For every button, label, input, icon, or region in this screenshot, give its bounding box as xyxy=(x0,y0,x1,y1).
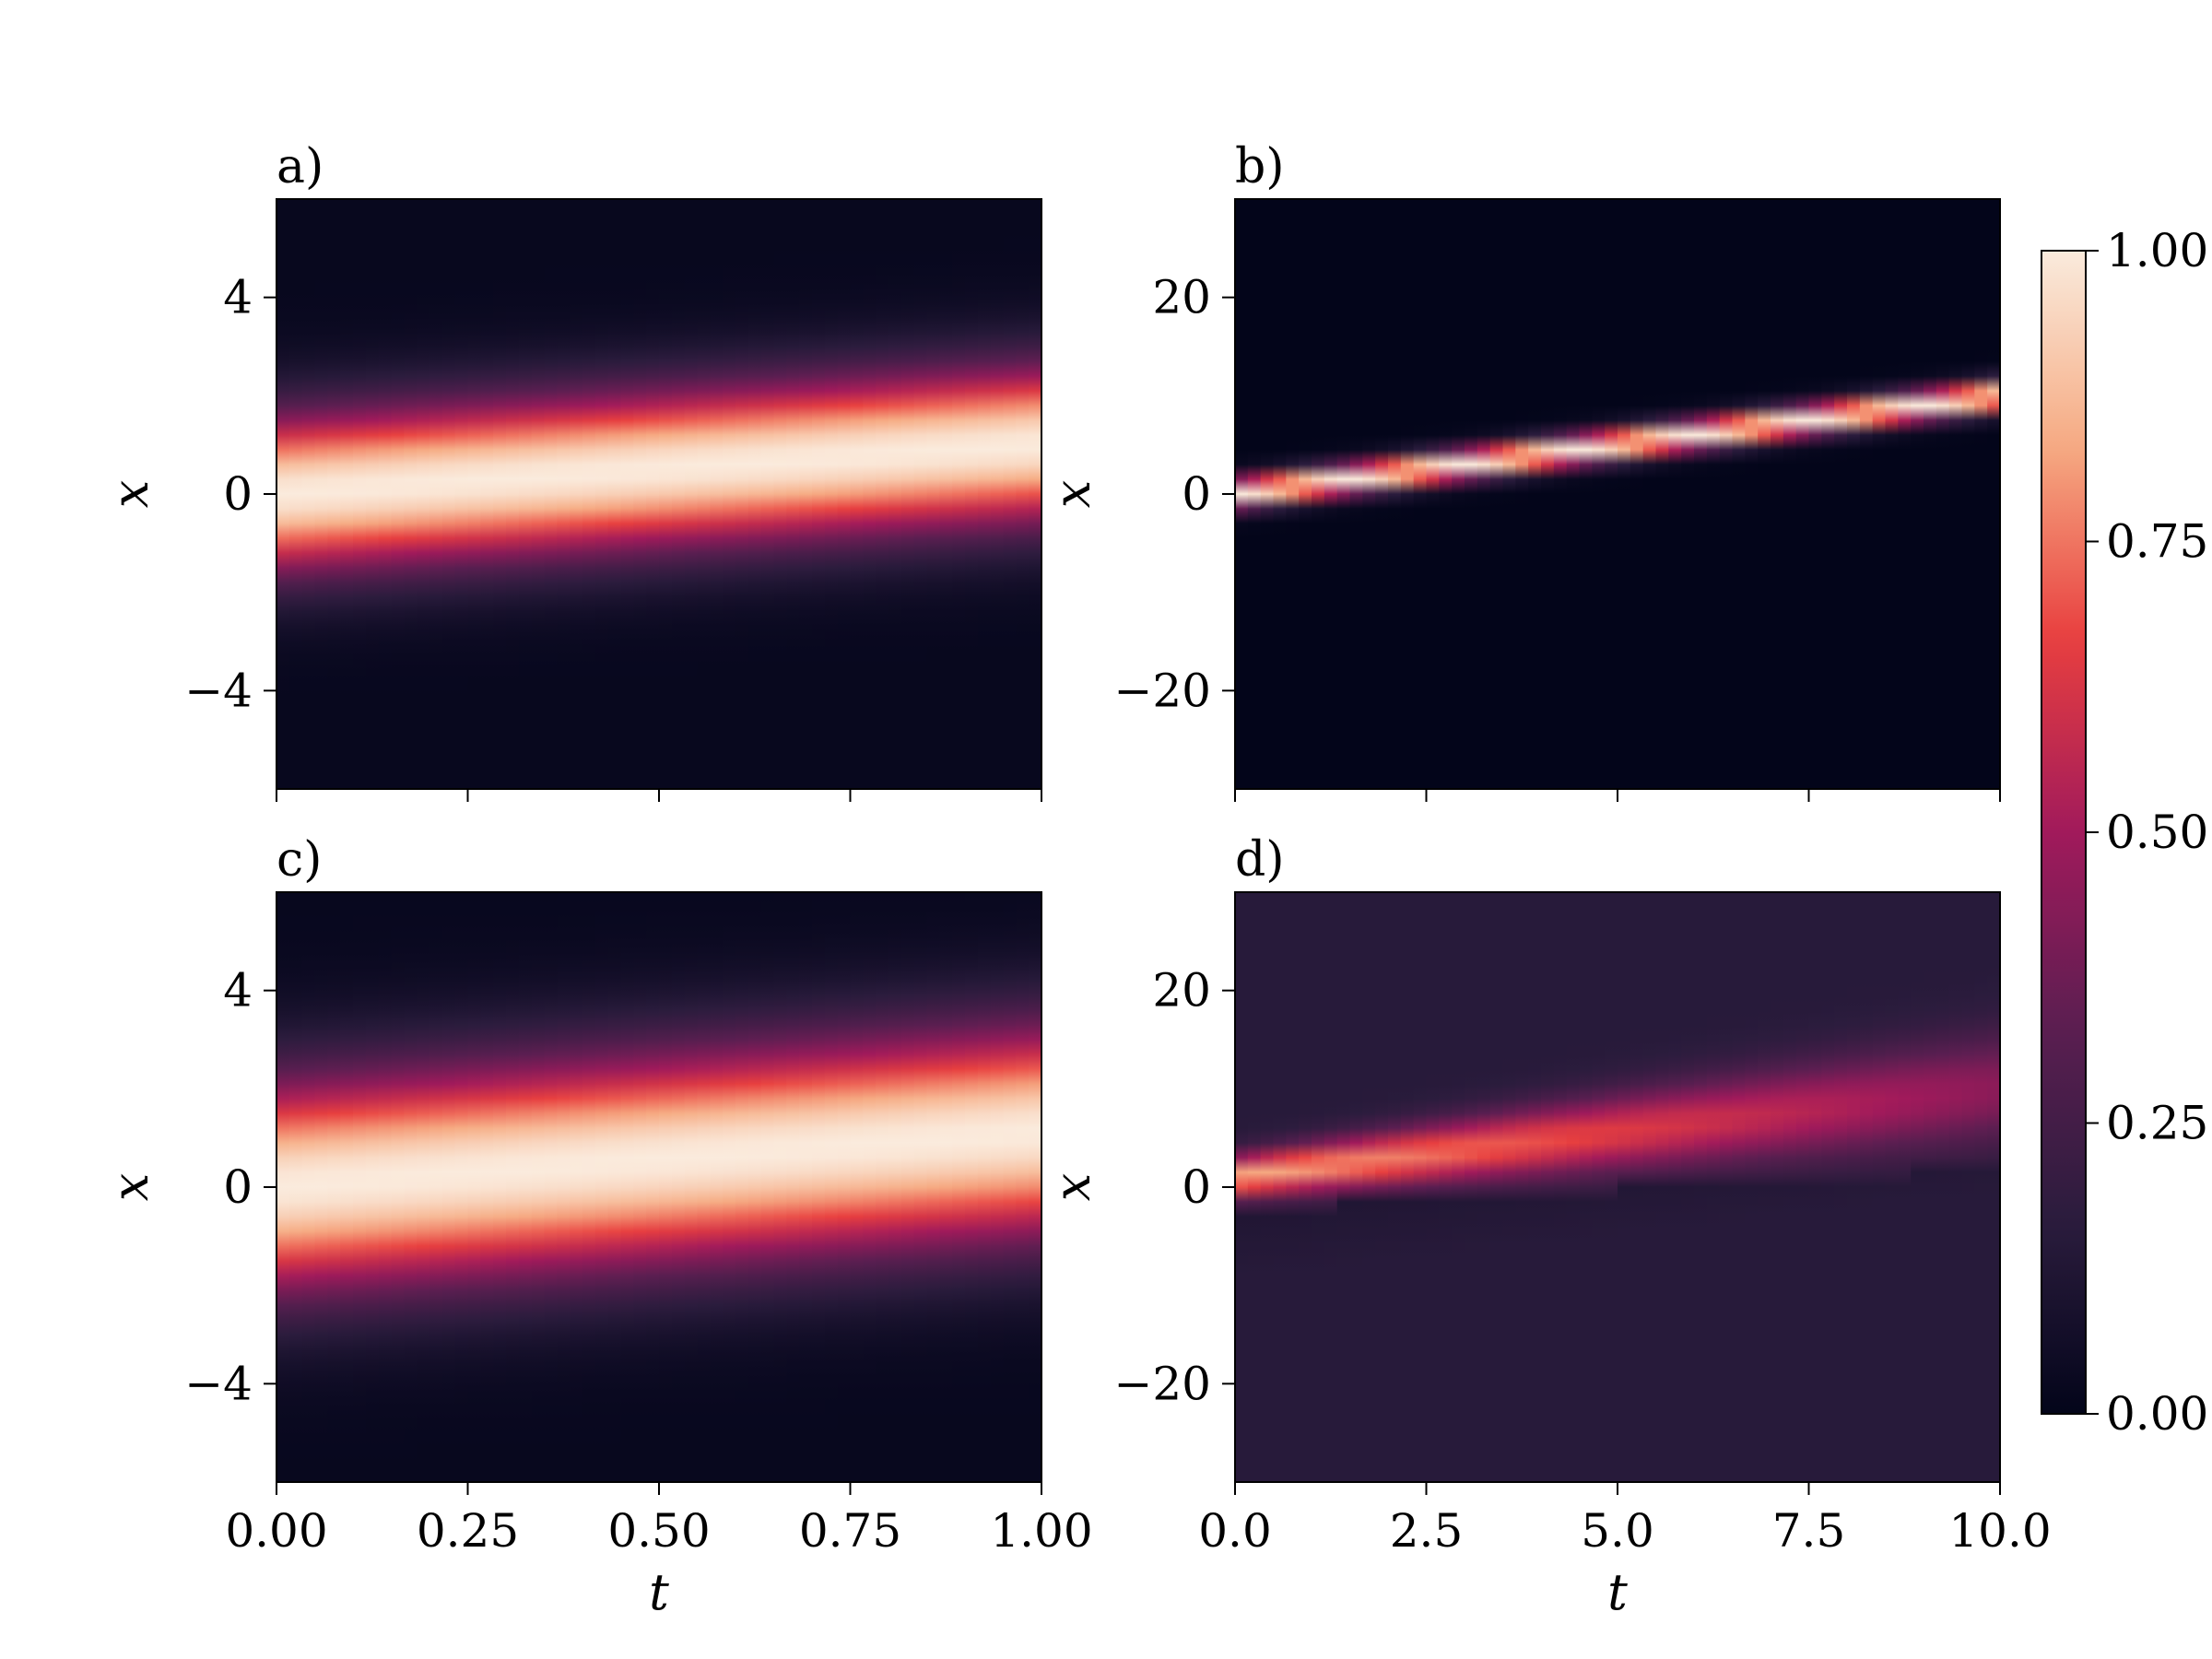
colorbar-tick-label: 1.00 xyxy=(2106,224,2208,277)
colorbar-tick-label: 0.25 xyxy=(2106,1097,2208,1150)
y-tick-label: 0 xyxy=(223,467,253,521)
y-axis-label: x xyxy=(101,480,159,508)
panel-c: c) −4 0 4 0.00 0.25 0.50 0.75 1.00 x t xyxy=(101,832,1093,1621)
colorbar-ticks: 0.00 0.25 0.50 0.75 1.00 xyxy=(2086,224,2208,1441)
y-axis-label: x xyxy=(101,1173,159,1201)
heatmap-plot xyxy=(1235,892,2000,1482)
y-tick-label: 20 xyxy=(1152,964,1211,1018)
x-tick-label: 0.50 xyxy=(607,1504,710,1558)
heatmap-plot xyxy=(276,199,1041,789)
y-tick-label: 0 xyxy=(223,1160,253,1214)
x-tick-label: 7.5 xyxy=(1772,1504,1846,1558)
heatmap-plot xyxy=(1235,199,2000,789)
x-tick-label: 0.0 xyxy=(1198,1504,1272,1558)
y-axis: −4 0 4 xyxy=(184,271,276,717)
x-axis-label: t xyxy=(649,1563,669,1621)
y-axis: −20 0 20 xyxy=(1113,964,1235,1410)
x-axis: 0.00 0.25 0.50 0.75 1.00 xyxy=(225,1482,1093,1558)
y-tick-label: 0 xyxy=(1182,467,1211,521)
y-tick-label: 20 xyxy=(1152,271,1211,324)
x-axis: 0.0 2.5 5.0 7.5 10.0 xyxy=(1198,1482,2052,1558)
colorbar-tick-label: 0.75 xyxy=(2106,515,2208,569)
panel-label: b) xyxy=(1235,139,1285,194)
panel-label: c) xyxy=(276,832,322,888)
y-tick-label: −20 xyxy=(1113,1357,1211,1410)
y-tick-label: 0 xyxy=(1182,1160,1211,1214)
y-axis: −20 0 20 xyxy=(1113,271,1235,717)
y-axis-label: x xyxy=(1043,1173,1101,1201)
panel-d: d) −20 0 20 0.0 2.5 5.0 7.5 10.0 x t xyxy=(1043,832,2052,1621)
panel-b: b) −20 0 20 x xyxy=(1043,139,2001,802)
y-axis: −4 0 4 xyxy=(184,964,276,1410)
x-tick-label: 0.00 xyxy=(225,1504,327,1558)
y-tick-label: −4 xyxy=(184,664,253,717)
x-tick-label: 10.0 xyxy=(1948,1504,2051,1558)
x-tick-label: 2.5 xyxy=(1390,1504,1464,1558)
y-tick-label: 4 xyxy=(223,271,253,324)
y-tick-label: −4 xyxy=(184,1357,253,1410)
panel-label: a) xyxy=(276,139,324,194)
colorbar-gradient xyxy=(2041,250,2087,1415)
colorbar: 0.00 0.25 0.50 0.75 1.00 xyxy=(2041,224,2208,1441)
x-axis-label: t xyxy=(1607,1563,1628,1621)
x-tick-label: 5.0 xyxy=(1581,1504,1654,1558)
y-tick-label: −20 xyxy=(1113,664,1211,717)
x-axis xyxy=(1234,789,2001,802)
panel-label: d) xyxy=(1235,832,1285,888)
y-axis-label: x xyxy=(1043,480,1101,508)
colorbar-tick-label: 0.00 xyxy=(2106,1387,2208,1441)
panel-a: a) −4 0 4 x xyxy=(101,139,1042,802)
x-tick-label: 1.00 xyxy=(990,1504,1092,1558)
x-axis xyxy=(276,789,1042,802)
colorbar-tick-label: 0.50 xyxy=(2106,806,2208,859)
y-tick-label: 4 xyxy=(223,964,253,1018)
heatmap-plot xyxy=(276,892,1041,1482)
x-tick-label: 0.75 xyxy=(799,1504,901,1558)
x-tick-label: 0.25 xyxy=(417,1504,519,1558)
